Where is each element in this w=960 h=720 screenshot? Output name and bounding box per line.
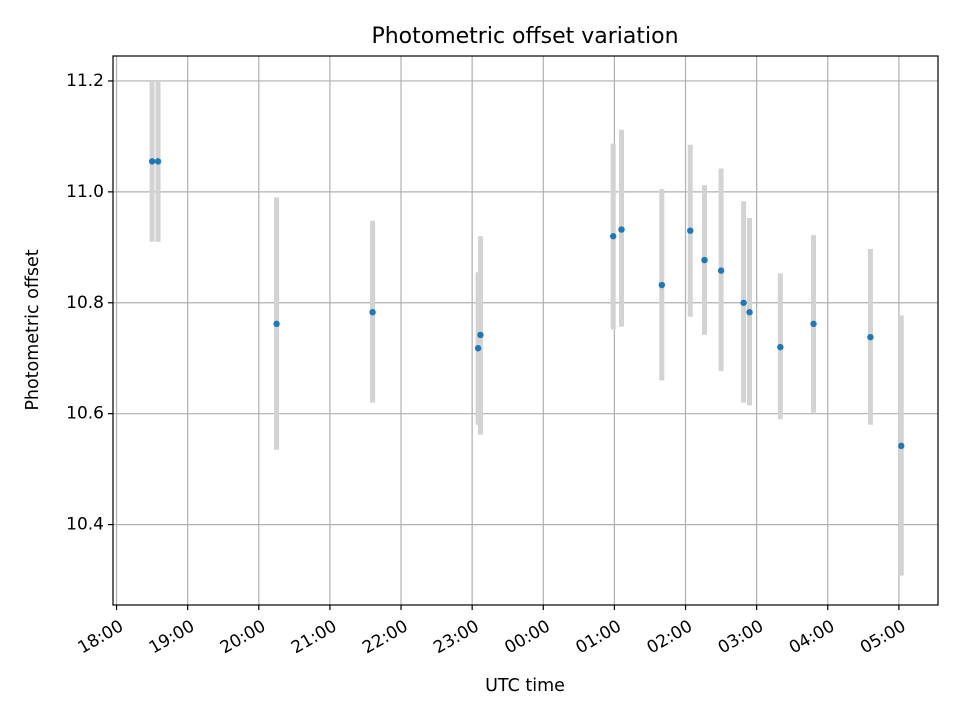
data-point <box>148 158 156 165</box>
data-point <box>746 309 753 316</box>
x-axis-label: UTC time <box>485 676 565 696</box>
y-tick-label: 10.8 <box>66 293 104 313</box>
y-tick-label: 10.4 <box>66 515 104 535</box>
data-point <box>369 309 376 316</box>
data-point <box>717 267 725 274</box>
y-axis-ticks: 10.4 10.6 10.8 11.0 11.2 <box>66 71 113 535</box>
data-point <box>740 299 747 306</box>
data-point <box>867 333 874 341</box>
data-point <box>273 320 280 328</box>
chart-title: Photometric offset variation <box>371 24 678 49</box>
data-point <box>618 226 625 233</box>
y-tick-label: 10.6 <box>66 404 104 424</box>
data-point <box>477 331 484 339</box>
plot-frame <box>112 55 939 606</box>
y-tick-label: 11.2 <box>66 71 104 91</box>
data-point <box>610 233 617 240</box>
data-point <box>474 345 482 352</box>
data-point <box>810 320 817 328</box>
data-point <box>898 442 905 450</box>
data-point <box>658 281 666 289</box>
data-point <box>701 256 708 264</box>
y-tick-label: 11.0 <box>66 182 104 202</box>
y-axis-label: Photometric offset <box>23 249 43 410</box>
data-points <box>148 158 905 450</box>
data-point <box>154 158 162 165</box>
data-point <box>777 343 784 351</box>
data-point <box>687 227 694 234</box>
